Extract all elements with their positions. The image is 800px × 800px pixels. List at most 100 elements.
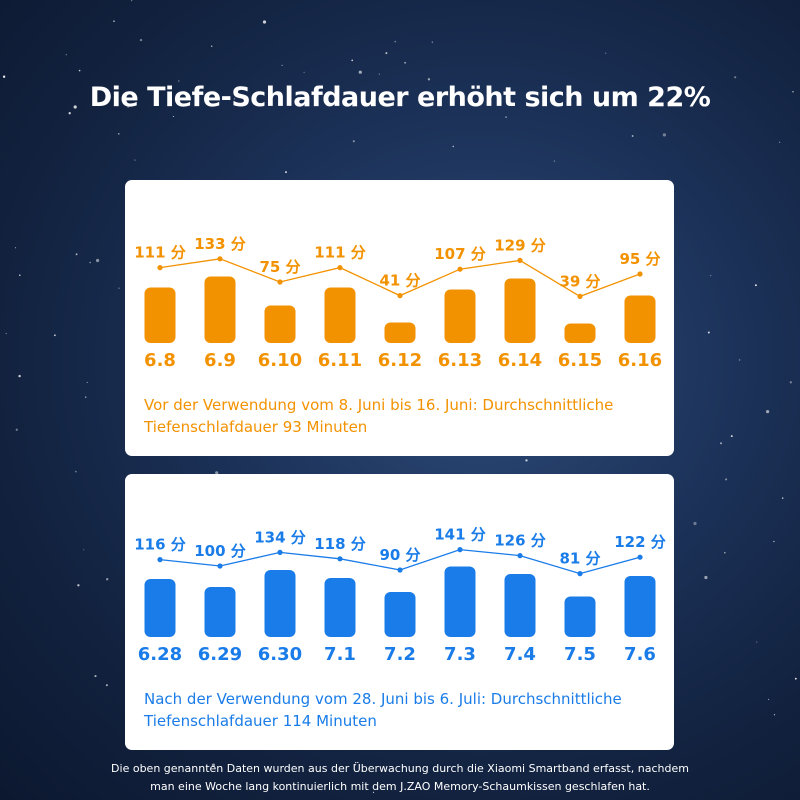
category-label: 6.29	[198, 644, 242, 665]
bar	[444, 566, 476, 637]
category-label: 6.10	[258, 350, 302, 371]
category-label: 6.13	[438, 350, 482, 371]
star	[96, 258, 100, 263]
star	[94, 675, 97, 678]
value-label: 141 分	[434, 526, 486, 544]
star	[378, 73, 380, 75]
bar	[144, 287, 176, 343]
chart-after-usage: 6.28 6.29 6.30 7.1 7.2 7.3 7.4 7.5 7.6 116 分 100 分…	[134, 526, 666, 665]
star	[372, 791, 375, 794]
data-point	[637, 271, 643, 277]
data-point	[457, 266, 463, 272]
star	[734, 76, 737, 79]
star	[281, 64, 283, 66]
data-point	[157, 557, 163, 563]
star	[754, 284, 757, 287]
bar	[624, 576, 656, 637]
star	[525, 459, 528, 462]
footnote-line: man eine Woche lang kontinuierlich mit d…	[150, 780, 650, 793]
bar	[324, 578, 356, 637]
star	[211, 45, 213, 47]
bar	[204, 276, 236, 343]
star	[354, 763, 357, 766]
star	[65, 53, 68, 56]
category-label: 6.30	[258, 644, 302, 665]
category-label: 7.3	[444, 644, 476, 665]
star	[18, 374, 21, 378]
bar	[144, 579, 176, 637]
star	[131, 0, 133, 2]
value-label: 126 分	[494, 532, 546, 550]
data-point	[337, 265, 343, 271]
star	[75, 253, 78, 256]
star	[738, 359, 741, 361]
star	[707, 331, 710, 334]
value-label: 81 分	[559, 550, 600, 568]
footnote-line: Die oben genannten Daten wurden aus der …	[111, 762, 689, 775]
star	[724, 551, 726, 554]
chart-card-before: 6.8 6.9 6.10 6.11 6.12 6.13 6.14 6.15 6.16 111 分 1…	[125, 180, 674, 456]
star	[139, 38, 143, 42]
category-label: 6.28	[138, 644, 182, 665]
value-label: 133 分	[194, 235, 246, 253]
star	[14, 247, 16, 249]
value-label: 39 分	[559, 272, 600, 290]
star	[779, 141, 781, 143]
bar	[264, 570, 296, 637]
bar	[564, 596, 596, 637]
star	[127, 105, 130, 108]
value-label: 90 分	[379, 546, 420, 564]
category-label: 6.9	[204, 350, 236, 371]
data-point	[217, 256, 223, 262]
bar	[204, 587, 236, 637]
star	[78, 69, 81, 72]
category-label: 6.8	[144, 350, 176, 371]
star	[134, 159, 136, 161]
value-label: 118 分	[314, 535, 366, 553]
category-label: 6.12	[378, 350, 422, 371]
data-point	[337, 556, 343, 562]
star	[351, 59, 354, 62]
star	[86, 381, 88, 383]
star	[262, 20, 267, 24]
bar	[504, 574, 536, 637]
star	[352, 140, 355, 143]
star	[358, 70, 362, 74]
bar	[384, 322, 416, 343]
data-point	[577, 293, 583, 299]
star	[719, 442, 723, 445]
star	[631, 135, 634, 137]
star	[693, 521, 697, 526]
star	[768, 698, 770, 700]
star	[73, 105, 77, 109]
category-label: 6.14	[498, 350, 542, 371]
star	[427, 78, 431, 81]
value-label: 75 分	[259, 258, 300, 276]
data-point	[397, 293, 403, 299]
star	[756, 641, 758, 643]
bar	[264, 305, 296, 343]
star	[385, 52, 388, 55]
value-label: 111 分	[314, 244, 366, 262]
bar	[564, 323, 596, 343]
category-label: 6.16	[618, 350, 662, 371]
bar	[324, 287, 356, 343]
star	[662, 133, 667, 137]
star	[704, 575, 708, 580]
star	[113, 20, 115, 22]
category-label: 7.4	[504, 644, 536, 665]
category-label: 7.5	[564, 644, 596, 665]
value-label: 116 分	[134, 536, 186, 554]
star	[106, 578, 109, 581]
star	[211, 763, 215, 767]
data-point	[577, 571, 583, 577]
star	[85, 396, 87, 398]
data-point	[277, 549, 283, 555]
data-point	[457, 547, 463, 553]
category-label: 7.1	[324, 644, 356, 665]
data-point	[277, 279, 283, 285]
data-point	[517, 553, 523, 559]
star	[89, 261, 91, 264]
star	[553, 160, 555, 162]
chart-caption-before: Vor der Verwendung vom 8. Juni bis 16. J…	[144, 396, 614, 436]
